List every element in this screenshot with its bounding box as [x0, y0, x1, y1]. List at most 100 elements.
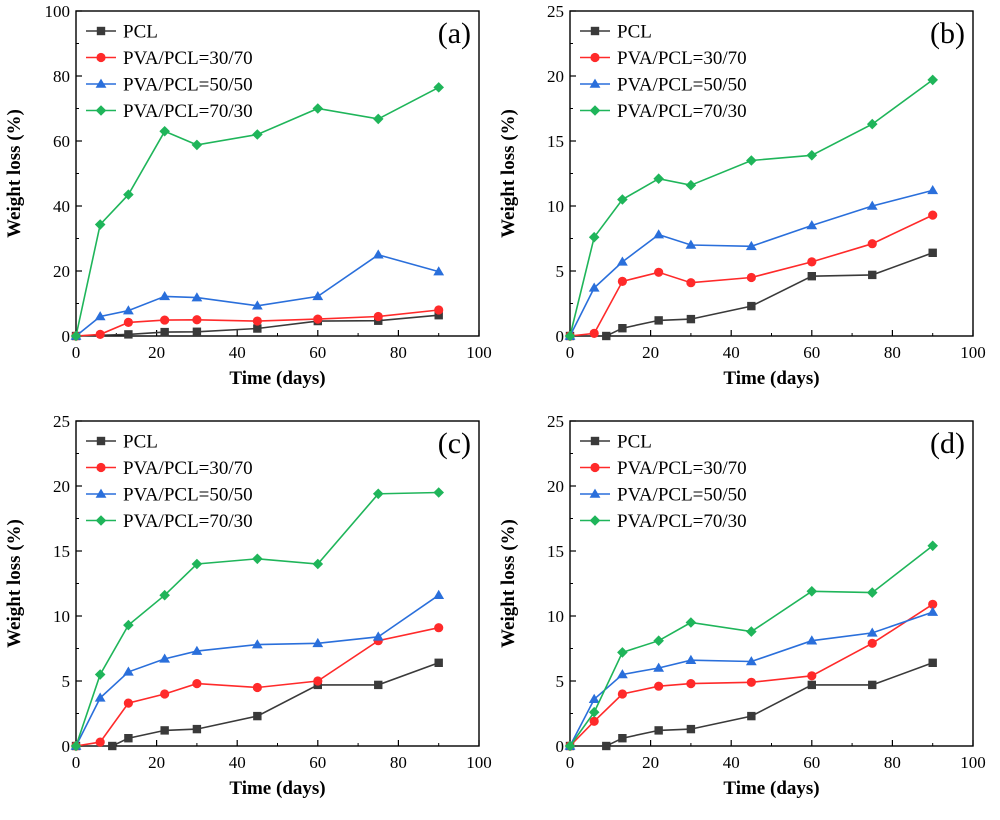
legend-marker — [95, 105, 107, 116]
data-point — [653, 662, 665, 672]
x-tick-label: 60 — [803, 343, 820, 362]
data-point — [927, 540, 938, 552]
data-point — [685, 239, 697, 249]
data-point — [564, 740, 576, 752]
data-point — [747, 711, 756, 721]
data-point — [928, 248, 937, 257]
data-point — [654, 267, 664, 277]
data-point — [927, 606, 939, 616]
y-tick-label: 80 — [53, 67, 70, 86]
data-point — [252, 682, 262, 693]
legend-marker — [590, 26, 600, 36]
data-point — [374, 680, 383, 690]
data-point — [807, 257, 817, 267]
data-point — [160, 726, 169, 735]
data-point — [866, 627, 878, 637]
chart-panel: 0 20 40 60 80 100 0 5 10 15 20 25 Time (days) Weight … — [4, 412, 492, 799]
legend-marker — [589, 78, 601, 88]
legend-marker — [590, 462, 600, 473]
data-point — [564, 330, 576, 342]
x-tick-label: 20 — [148, 343, 165, 362]
data-point — [654, 681, 664, 691]
y-axis-title: Weight loss (%) — [498, 109, 519, 238]
data-point — [588, 231, 600, 243]
series — [70, 82, 444, 342]
data-point — [589, 328, 599, 338]
legend-marker — [96, 52, 106, 63]
data-point — [251, 300, 263, 310]
x-axis-title: Time (days) — [229, 778, 325, 799]
legend: PCL PVA/PCL=30/70 PVA/PCL=50/50 PVA/PCL=70/… — [86, 432, 253, 532]
chart-panel: 0 20 40 60 80 100 0 5 10 15 20 25 Time (days) Weight … — [498, 412, 986, 799]
y-tick-label: 25 — [547, 412, 564, 431]
data-point — [928, 210, 938, 220]
legend-marker — [589, 488, 601, 498]
series — [564, 540, 938, 752]
data-point — [866, 118, 878, 130]
legend-label: PVA/PCL=50/50 — [617, 75, 747, 96]
series — [70, 589, 445, 750]
data-point — [159, 290, 171, 301]
y-tick-label: 20 — [547, 477, 564, 496]
data-point — [94, 692, 106, 702]
data-point — [868, 270, 877, 280]
x-tick-label: 60 — [309, 343, 326, 362]
data-point — [159, 653, 171, 663]
data-point — [434, 305, 444, 315]
data-point — [686, 679, 696, 689]
series — [71, 623, 444, 751]
x-axis-title: Time (days) — [723, 368, 819, 389]
data-point — [806, 635, 818, 645]
y-tick-label: 15 — [53, 542, 70, 561]
data-point — [927, 74, 938, 86]
data-point — [746, 677, 756, 687]
x-tick-label: 20 — [148, 753, 165, 772]
data-point — [122, 305, 134, 315]
chart-panel: 0 20 40 60 80 100 0 20 40 60 80 100 Time (days) Weigh… — [4, 2, 492, 389]
y-tick-label: 25 — [547, 2, 564, 21]
series — [565, 658, 937, 751]
legend-marker — [589, 515, 601, 526]
x-tick-label: 40 — [229, 753, 246, 772]
legend-label: PCL — [617, 22, 652, 43]
data-point — [617, 689, 627, 699]
series — [70, 487, 444, 752]
data-point — [253, 324, 262, 333]
data-point — [160, 327, 169, 337]
legend-label: PCL — [617, 432, 652, 453]
data-point — [94, 311, 106, 321]
data-point — [70, 330, 82, 342]
data-point — [95, 329, 105, 339]
data-point — [192, 679, 202, 689]
data-point — [372, 488, 384, 500]
legend-label: PCL — [123, 22, 158, 43]
legend-label: PVA/PCL=70/30 — [617, 101, 747, 122]
legend-marker — [590, 52, 600, 63]
data-point — [602, 741, 611, 751]
x-tick-label: 0 — [72, 343, 81, 362]
x-tick-label: 100 — [960, 343, 986, 362]
data-point — [122, 666, 134, 676]
data-point — [434, 311, 443, 320]
data-point — [806, 150, 818, 161]
data-point — [94, 669, 106, 680]
x-tick-label: 100 — [466, 343, 492, 362]
y-tick-label: 100 — [45, 2, 71, 21]
y-tick-label: 60 — [53, 132, 70, 151]
y-tick-label: 5 — [62, 672, 71, 691]
data-point — [252, 129, 263, 140]
data-point — [685, 179, 697, 191]
data-point — [616, 669, 628, 679]
data-point — [123, 189, 134, 200]
data-point — [159, 125, 170, 137]
data-point — [312, 103, 324, 114]
data-point — [124, 734, 133, 743]
data-point — [251, 639, 263, 649]
legend-label: PVA/PCL=50/50 — [123, 75, 253, 96]
y-tick-label: 15 — [547, 132, 564, 151]
data-point — [312, 558, 324, 570]
data-point — [685, 617, 697, 628]
x-tick-label: 100 — [960, 753, 986, 772]
data-point — [252, 316, 262, 326]
